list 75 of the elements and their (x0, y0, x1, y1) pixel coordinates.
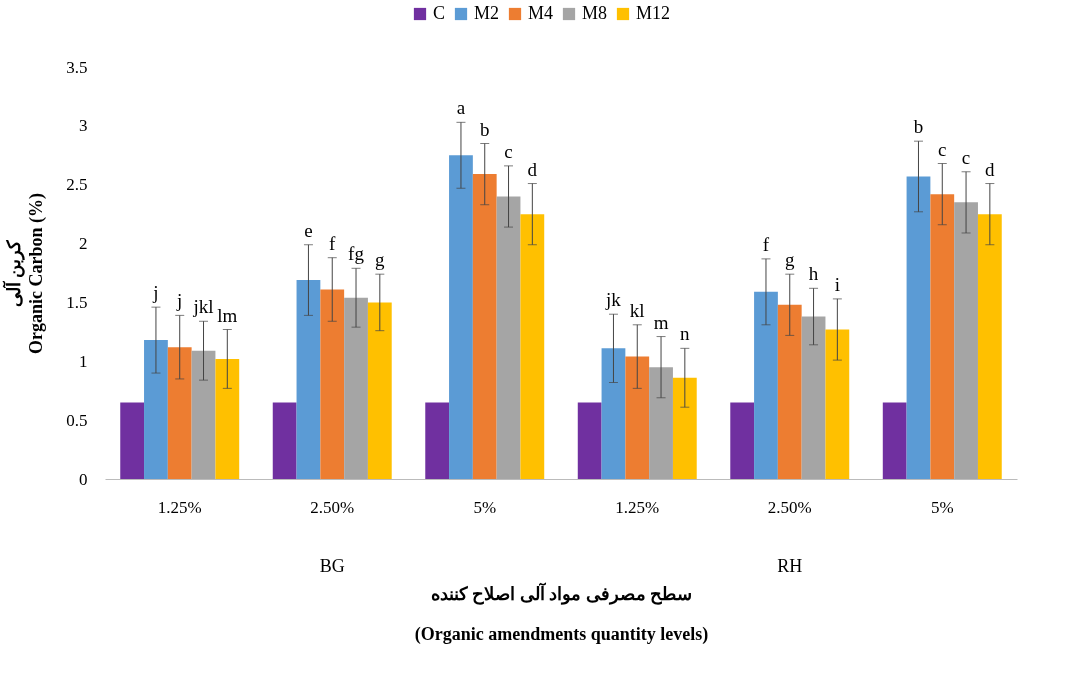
bar (425, 402, 450, 479)
data-label: b (913, 116, 924, 138)
data-label: kl (629, 299, 645, 321)
data-label: jkl (192, 296, 214, 318)
data-label: j (176, 290, 183, 312)
text: BG (319, 556, 345, 576)
data-label: d (527, 158, 538, 180)
bar (977, 214, 1002, 479)
bar (930, 194, 955, 479)
data-label: h (808, 263, 819, 285)
text: RH (777, 556, 803, 576)
bar (601, 348, 626, 479)
bar (120, 402, 145, 479)
bar (472, 174, 497, 479)
data-label: b (480, 118, 490, 140)
legend-label: C (433, 3, 446, 23)
bar (754, 291, 778, 479)
data-label: j (152, 282, 159, 304)
data-label: m (653, 311, 669, 333)
legend-label: M12 (636, 3, 671, 23)
data-label: d (985, 158, 996, 180)
bar (777, 304, 802, 479)
bar (906, 176, 931, 479)
x-tick-label: 2.50% (310, 497, 355, 517)
y-tick-label: 1.5 (66, 292, 88, 312)
data-label: jk (605, 289, 622, 311)
bar (449, 155, 473, 479)
bar (496, 196, 521, 479)
data-label: n (680, 323, 691, 345)
data-label: f (762, 233, 770, 255)
data-label: fg (348, 243, 365, 265)
y-tick-label: 0.5 (66, 410, 88, 430)
x-tick-label: 5% (930, 497, 954, 517)
y-tick-label: 2.5 (66, 175, 88, 195)
bar (625, 356, 650, 479)
bar (649, 367, 673, 479)
bar (801, 316, 826, 479)
legend-label: M4 (528, 3, 554, 23)
bar (825, 329, 850, 479)
y-tick-label: 0 (79, 469, 88, 489)
bar (954, 202, 978, 479)
data-label: a (456, 97, 466, 119)
bar (320, 289, 345, 479)
x-tick-label: 5% (473, 497, 497, 517)
x-tick-label: 1.25% (615, 497, 660, 517)
x-tick-label: 2.50% (767, 497, 812, 517)
data-label: g (375, 249, 386, 271)
data-label: c (938, 138, 947, 160)
data-label: g (785, 249, 796, 271)
data-label: lm (217, 304, 238, 326)
bar (296, 280, 321, 479)
y-tick-label: 1 (79, 351, 88, 371)
y-tick-label: 3 (79, 116, 88, 136)
bar (730, 402, 755, 479)
data-label: c (961, 146, 971, 168)
data-label: c (504, 140, 513, 162)
bar (367, 302, 392, 479)
x-tick-label: 1.25% (157, 497, 202, 517)
bar (672, 377, 697, 479)
data-label: i (834, 273, 840, 295)
y-tick-label: 2 (79, 234, 88, 254)
data-label: f (329, 232, 337, 254)
bar (215, 358, 240, 479)
legend-label: M8 (582, 3, 608, 23)
bar (191, 350, 216, 479)
bar (272, 402, 297, 479)
data-label: e (304, 219, 313, 241)
y-tick-label: 3.5 (66, 57, 88, 77)
bar (520, 214, 545, 479)
bar (344, 297, 368, 479)
legend-label: M2 (474, 3, 500, 23)
bar (167, 347, 192, 479)
bar (577, 402, 602, 479)
bar (882, 402, 907, 479)
bar (144, 340, 168, 479)
